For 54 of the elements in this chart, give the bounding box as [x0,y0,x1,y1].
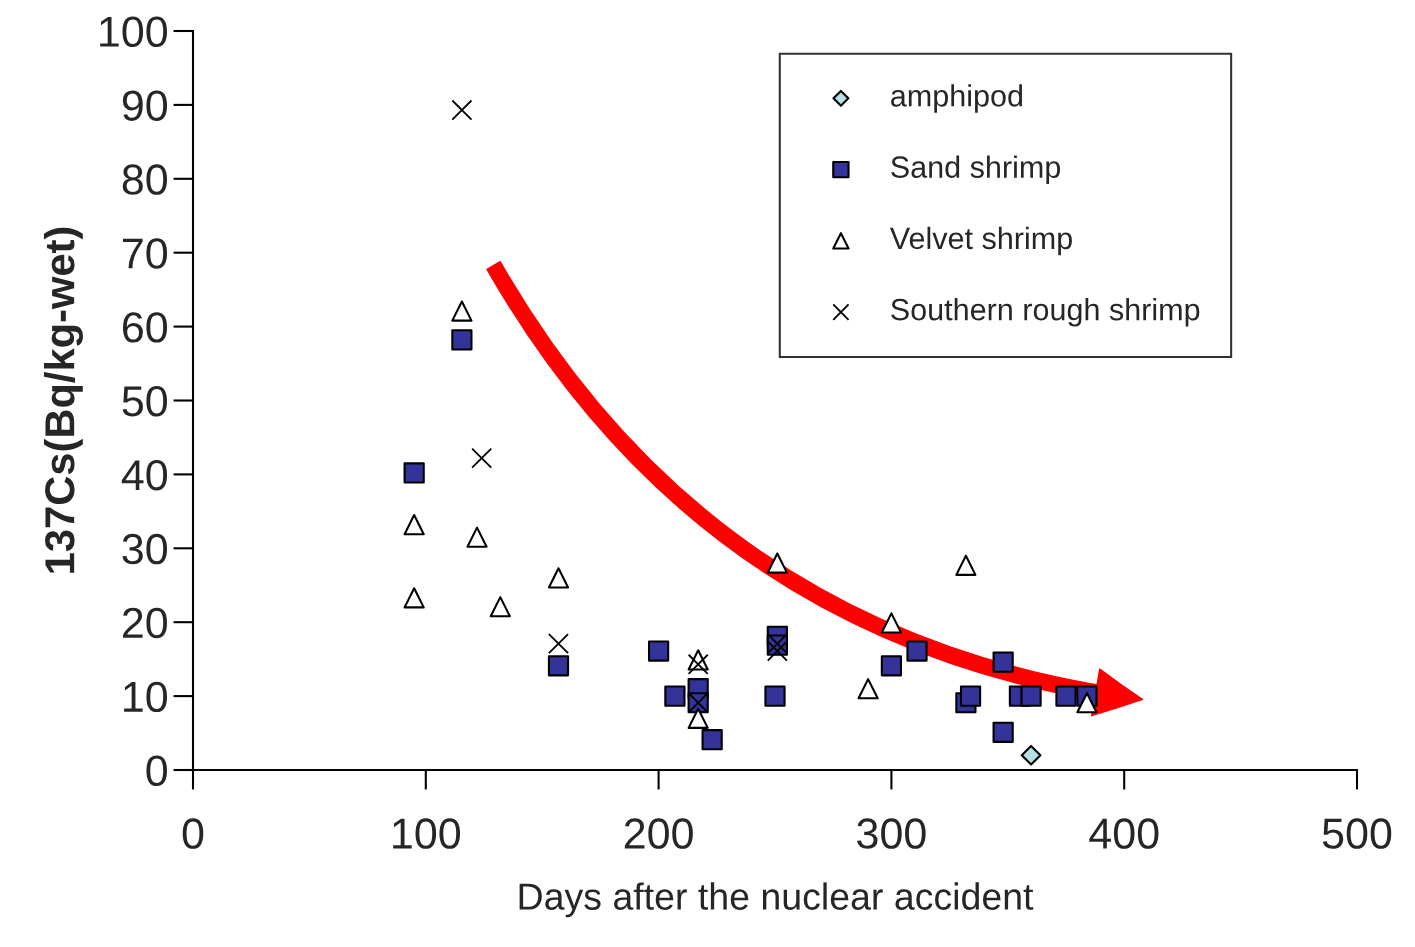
point [466,526,488,548]
legend-label: Sand shrimp [891,155,1061,184]
point [992,651,1014,673]
x-axis-title: Days after the nuclear accident [519,882,1034,918]
legend-label: amphipod [891,84,1023,113]
point [1020,744,1042,766]
y-tick-label: 90 [122,90,168,121]
y-tick-label: 50 [122,386,168,417]
y-tick-label: 40 [121,459,168,491]
point [857,678,879,700]
point [906,640,928,662]
point [687,707,709,729]
x-tick-label: 200 [624,818,693,849]
point [701,729,723,751]
y-tick-label: 30 [122,533,168,565]
point [766,640,788,662]
y-tick-label: 80 [122,164,168,195]
point [403,462,425,484]
x-tick-label: 300 [857,818,926,849]
point [1020,685,1042,707]
legend-label: Velvet shrimp [889,226,1072,256]
point [764,685,786,707]
legend-label: Southern rough shrimp [891,298,1200,327]
point [547,567,570,589]
x-tick-label: 400 [1089,818,1159,849]
point [992,721,1014,743]
point [451,300,473,322]
point [403,587,425,609]
x-tick-label: 500 [1322,818,1392,849]
point [1076,692,1098,714]
x-tick-label: 0 [182,818,204,849]
y-tick-label: 10 [124,681,168,713]
point [880,655,903,677]
point [959,685,982,707]
point [471,447,493,469]
point [547,655,570,677]
y-tick-label: 70 [123,238,168,269]
point [664,685,686,707]
point [451,329,473,351]
point [451,99,473,121]
y-tick-label: 20 [122,607,168,639]
y-tick-label: 0 [146,755,168,787]
point [548,633,569,655]
point [403,514,425,536]
point [1055,685,1077,707]
y-tick-label: 60 [123,312,168,343]
point [647,640,670,662]
point [880,612,903,634]
y-axis-title: 137Cs(Bq/kg-wet) [43,227,83,573]
point [766,552,788,574]
y-tick-label: 100 [100,16,168,48]
x-tick-label: 100 [393,818,461,849]
point [955,554,977,576]
point [489,596,511,618]
